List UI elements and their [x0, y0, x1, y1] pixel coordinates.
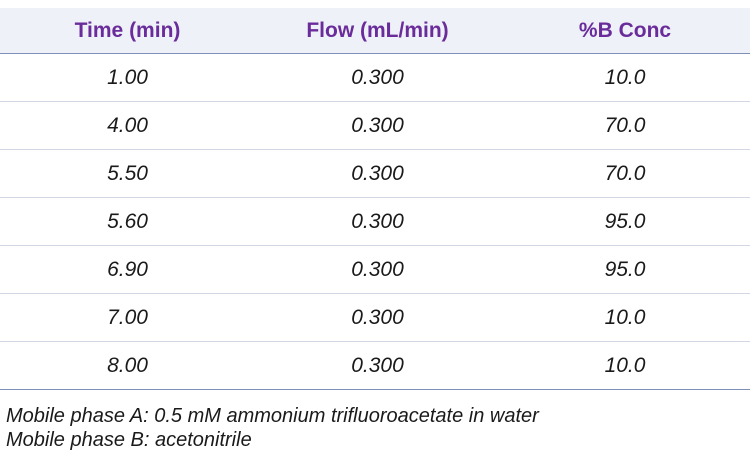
header-flow: Flow (mL/min)	[255, 8, 500, 54]
cell-b-conc: 10.0	[500, 293, 750, 342]
mobile-phase-a-note: Mobile phase A: 0.5 mM ammonium trifluor…	[6, 405, 539, 427]
cell-b-conc: 95.0	[500, 245, 750, 294]
cell-b-conc: 10.0	[500, 53, 750, 102]
cell-flow: 0.300	[255, 101, 500, 150]
table-header: Time (min) Flow (mL/min) %B Conc	[0, 8, 750, 54]
cell-b-conc: 95.0	[500, 197, 750, 246]
table-row: 5.60 0.300 95.0	[0, 197, 750, 246]
cell-flow: 0.300	[255, 245, 500, 294]
table-row: 1.00 0.300 10.0	[0, 53, 750, 102]
gradient-table-container: Time (min) Flow (mL/min) %B Conc 1.00 0.…	[0, 8, 750, 390]
cell-time: 4.00	[0, 101, 255, 150]
cell-flow: 0.300	[255, 341, 500, 390]
cell-flow: 0.300	[255, 293, 500, 342]
table-row: 5.50 0.300 70.0	[0, 149, 750, 198]
cell-flow: 0.300	[255, 53, 500, 102]
cell-time: 5.60	[0, 197, 255, 246]
header-time: Time (min)	[0, 8, 255, 54]
cell-b-conc: 10.0	[500, 341, 750, 390]
cell-time: 5.50	[0, 149, 255, 198]
mobile-phase-notes: Mobile phase A: 0.5 mM ammonium trifluor…	[6, 404, 539, 452]
cell-b-conc: 70.0	[500, 101, 750, 150]
table-row: 4.00 0.300 70.0	[0, 101, 750, 150]
cell-time: 6.90	[0, 245, 255, 294]
table-row: 7.00 0.300 10.0	[0, 293, 750, 342]
gradient-table: Time (min) Flow (mL/min) %B Conc 1.00 0.…	[0, 8, 750, 390]
cell-b-conc: 70.0	[500, 149, 750, 198]
table-body: 1.00 0.300 10.0 4.00 0.300 70.0 5.50 0.3…	[0, 53, 750, 390]
cell-time: 8.00	[0, 341, 255, 390]
cell-flow: 0.300	[255, 197, 500, 246]
table-row: 6.90 0.300 95.0	[0, 245, 750, 294]
header-b-conc: %B Conc	[500, 8, 750, 54]
cell-time: 7.00	[0, 293, 255, 342]
mobile-phase-b-note: Mobile phase B: acetonitrile	[6, 429, 252, 451]
header-row: Time (min) Flow (mL/min) %B Conc	[0, 8, 750, 54]
table-row: 8.00 0.300 10.0	[0, 341, 750, 390]
cell-time: 1.00	[0, 53, 255, 102]
cell-flow: 0.300	[255, 149, 500, 198]
